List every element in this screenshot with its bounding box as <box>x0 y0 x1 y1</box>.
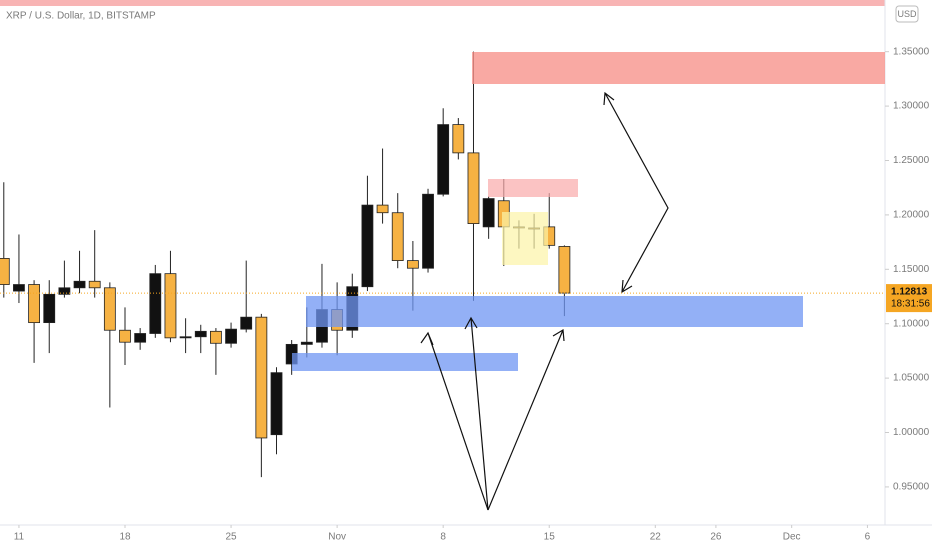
last-price-label: 1.12813 <box>891 287 928 298</box>
axes: 0.95000 1.00000 1.05000 1.10000 1.15000 1.200… <box>0 46 932 543</box>
candle-body <box>179 336 192 339</box>
x-tick-label: 11 <box>14 532 25 543</box>
arrow <box>487 328 565 511</box>
x-tick-label: 26 <box>710 532 722 543</box>
candle-body <box>391 212 404 261</box>
candle-body <box>482 198 495 228</box>
candle-body <box>422 193 434 269</box>
y-tick-label: 1.15000 <box>893 264 930 275</box>
candle-body <box>210 330 222 344</box>
currency-label: USD <box>897 9 917 19</box>
resistance-zone <box>472 52 885 84</box>
candle-body <box>13 284 25 292</box>
x-tick-label: Dec <box>783 532 801 543</box>
candle-body <box>43 293 56 324</box>
candle-body <box>300 341 313 345</box>
candle-body <box>0 258 10 285</box>
zones <box>292 52 885 371</box>
candles <box>0 51 571 478</box>
x-tick-label: 22 <box>650 532 662 543</box>
last-price-box <box>886 284 932 313</box>
candle-body <box>88 280 101 289</box>
y-tick-label: 1.30000 <box>893 101 930 112</box>
candle-body <box>270 372 283 436</box>
arrows <box>420 91 669 511</box>
candle-body <box>164 273 177 339</box>
double-arrow <box>603 91 669 294</box>
y-tick-label: 0.95000 <box>893 482 930 493</box>
candle-body <box>134 333 147 343</box>
arrow <box>420 331 489 511</box>
candle-body <box>558 246 571 294</box>
x-tick-label: Nov <box>328 532 346 543</box>
y-tick-label: 1.25000 <box>893 155 930 166</box>
candle-body <box>376 204 389 214</box>
candle-body <box>28 284 40 324</box>
chart-title: XRP / U.S. Dollar, 1D, BITSTAMP <box>6 11 156 22</box>
candle-body <box>58 287 71 295</box>
x-tick-label: 18 <box>119 532 131 543</box>
top-banner <box>0 0 885 6</box>
candle-body <box>452 124 465 154</box>
candle-body <box>194 330 207 338</box>
support-zone <box>306 296 803 327</box>
y-tick-label: 1.05000 <box>893 373 930 384</box>
x-tick-label: 8 <box>440 532 446 543</box>
y-tick-label: 1.10000 <box>893 318 930 329</box>
candle-body <box>255 316 268 439</box>
y-tick-label: 1.35000 <box>893 46 930 57</box>
candle-body <box>437 124 450 195</box>
candle-body <box>103 287 116 331</box>
candle-body <box>149 273 162 334</box>
consolidation-zone <box>502 212 548 265</box>
x-tick-label: 6 <box>865 532 871 543</box>
x-tick-label: 25 <box>225 532 237 543</box>
candle-body <box>467 152 480 225</box>
candle-body <box>119 329 131 343</box>
lower-support-zone <box>292 353 518 371</box>
candle-body <box>240 316 253 330</box>
currency-button[interactable] <box>895 5 919 23</box>
x-tick-label: 15 <box>544 532 556 543</box>
candle-body <box>73 280 86 289</box>
candle-body <box>406 260 419 269</box>
y-tick-label: 1.20000 <box>893 210 930 221</box>
countdown-label: 18:31:56 <box>891 299 930 310</box>
candle-body <box>225 328 237 344</box>
minor-resistance-zone <box>488 179 578 197</box>
y-tick-label: 1.00000 <box>893 427 930 438</box>
candle-body <box>361 204 374 288</box>
arrow <box>464 316 489 511</box>
